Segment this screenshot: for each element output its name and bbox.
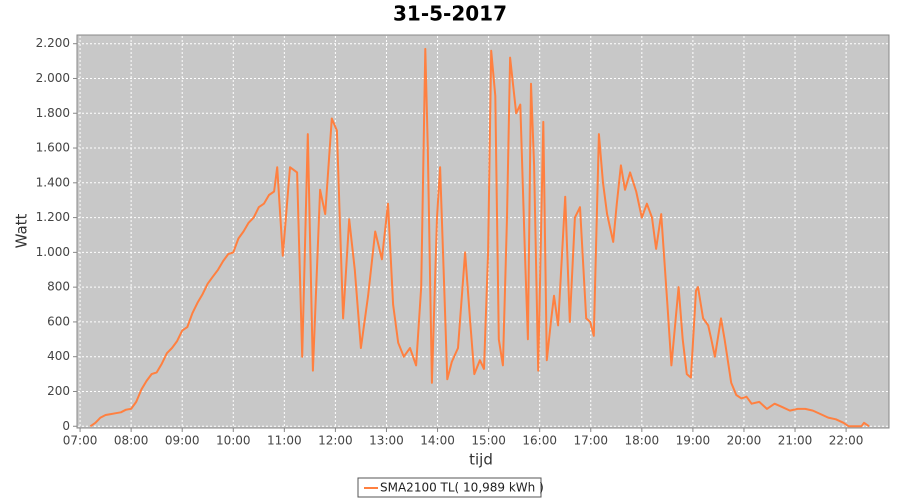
y-tick-label: 2.200 [36,36,70,50]
data-line [89,47,870,428]
x-tick-label: 10:00 [216,434,251,448]
legend-box [357,477,542,498]
y-tick-label: 0 [62,419,70,433]
x-tick-label: 13:00 [369,434,404,448]
x-tick-label: 21:00 [778,434,813,448]
x-tick-label: 14:00 [420,434,455,448]
x-tick-label: 09:00 [165,434,200,448]
x-tick-label: 07:00 [63,434,98,448]
chart-title: 31-5-2017 [393,2,507,26]
y-tick-label: 600 [47,314,70,328]
x-tick-label: 22:00 [829,434,864,448]
x-tick-label: 17:00 [573,434,608,448]
y-tick-label: 400 [47,349,70,363]
x-tick-label: 08:00 [114,434,149,448]
legend-label: SMA2100 TL( 10,989 kWh ) [380,481,544,495]
x-tick-label: 16:00 [522,434,557,448]
y-axis-title: Watt [13,213,31,248]
y-tick-label: 200 [47,384,70,398]
y-tick-label: 800 [47,280,70,294]
x-tick-label: 18:00 [625,434,660,448]
x-tick-label: 12:00 [318,434,353,448]
x-tick-label: 15:00 [471,434,506,448]
x-tick-label: 11:00 [267,434,302,448]
x-tick-label: 20:00 [727,434,762,448]
y-tick-label: 1.800 [36,106,70,120]
y-tick-label: 1.000 [36,245,70,259]
y-tick-label: 1.200 [36,210,70,224]
y-tick-label: 2.000 [36,71,70,85]
x-axis-title: tijd [469,451,493,469]
x-tick-label: 19:00 [676,434,711,448]
y-tick-label: 1.600 [36,141,70,155]
y-tick-label: 1.400 [36,175,70,189]
plot-area [76,34,890,429]
